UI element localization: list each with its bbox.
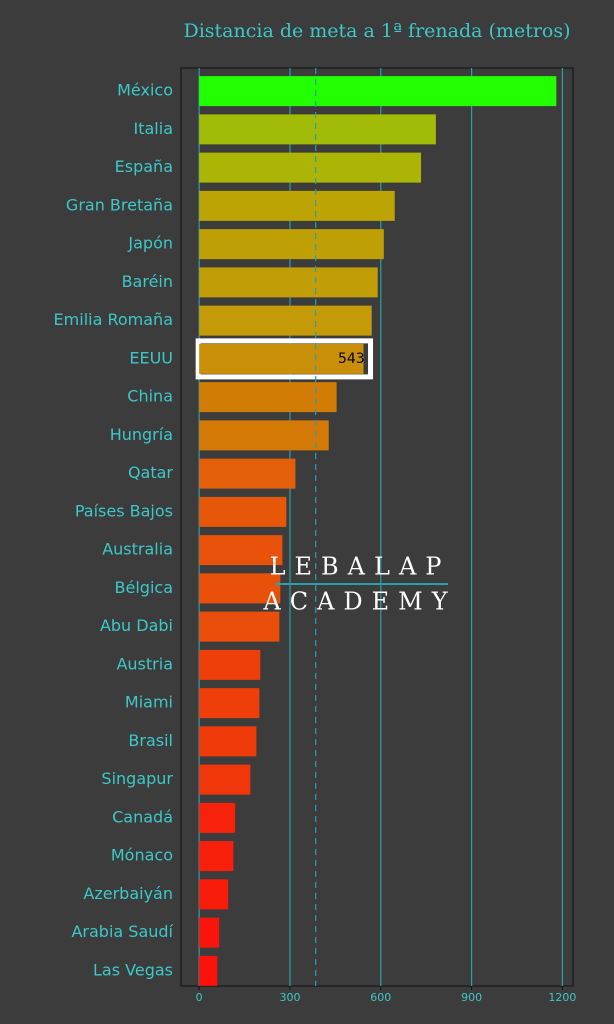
bar: [199, 496, 287, 527]
y-tick-label: Gran Bretaña: [66, 195, 173, 214]
bar: [199, 917, 220, 948]
bar: [199, 688, 260, 719]
x-tick-label: 0: [196, 991, 203, 1004]
y-tick-label: Austria: [116, 654, 173, 673]
y-tick-label: Abu Dabi: [100, 616, 173, 635]
y-tick-label: Hungría: [110, 425, 173, 444]
bar: [199, 76, 557, 107]
watermark: ACADEMY: [262, 588, 456, 616]
y-tick-label: Japón: [127, 234, 173, 253]
highlight-box: [195, 338, 374, 380]
plot-frame: [180, 67, 574, 987]
y-tick-label: Azerbaiyán: [83, 884, 173, 903]
bar: [199, 764, 251, 795]
bar: [199, 458, 296, 489]
y-tick-label: Arabia Saudí: [71, 922, 173, 941]
y-tick-label: China: [127, 387, 173, 406]
bar: [199, 726, 257, 757]
bar: [199, 382, 337, 413]
y-tick-label: Australia: [102, 540, 173, 559]
y-tick-label: España: [115, 157, 173, 176]
bar: [199, 955, 218, 986]
y-tick-label: Bélgica: [115, 578, 173, 597]
y-tick-label: Mónaco: [111, 846, 173, 865]
bar: [199, 190, 395, 221]
bar: [199, 343, 364, 374]
y-tick-label: EEUU: [129, 348, 173, 367]
bar: [199, 229, 384, 260]
bar: [199, 802, 236, 833]
y-tick-label: Italia: [134, 119, 174, 138]
bar: [199, 420, 329, 451]
y-tick-label: Baréin: [122, 272, 173, 291]
bar: [199, 152, 422, 183]
y-tick-label: Brasil: [128, 731, 173, 750]
bar: [199, 841, 234, 872]
watermark: LEBALAP: [270, 553, 451, 581]
bar: [199, 649, 261, 680]
bar: [199, 305, 372, 336]
y-tick-label: Canadá: [112, 807, 173, 826]
bar: [199, 267, 378, 298]
value-label: 543: [338, 351, 365, 367]
y-tick-label: Qatar: [128, 463, 173, 482]
y-tick-label: México: [117, 81, 173, 100]
bar: [199, 879, 229, 910]
x-tick-label: 900: [461, 991, 482, 1004]
bar: [199, 573, 281, 604]
bar: [199, 114, 436, 145]
y-tick-label: Las Vegas: [93, 960, 173, 979]
x-tick-label: 1200: [548, 991, 576, 1004]
bar: [199, 611, 280, 642]
x-tick-label: 600: [370, 991, 391, 1004]
chart-title: Distancia de meta a 1ª frenada (metros): [183, 20, 570, 42]
y-tick-label: Emilia Romaña: [54, 310, 173, 329]
y-tick-label: Países Bajos: [75, 501, 173, 520]
x-tick-label: 300: [279, 991, 300, 1004]
bar: [199, 535, 283, 566]
y-tick-label: Miami: [125, 693, 173, 712]
y-tick-label: Singapur: [101, 769, 173, 788]
